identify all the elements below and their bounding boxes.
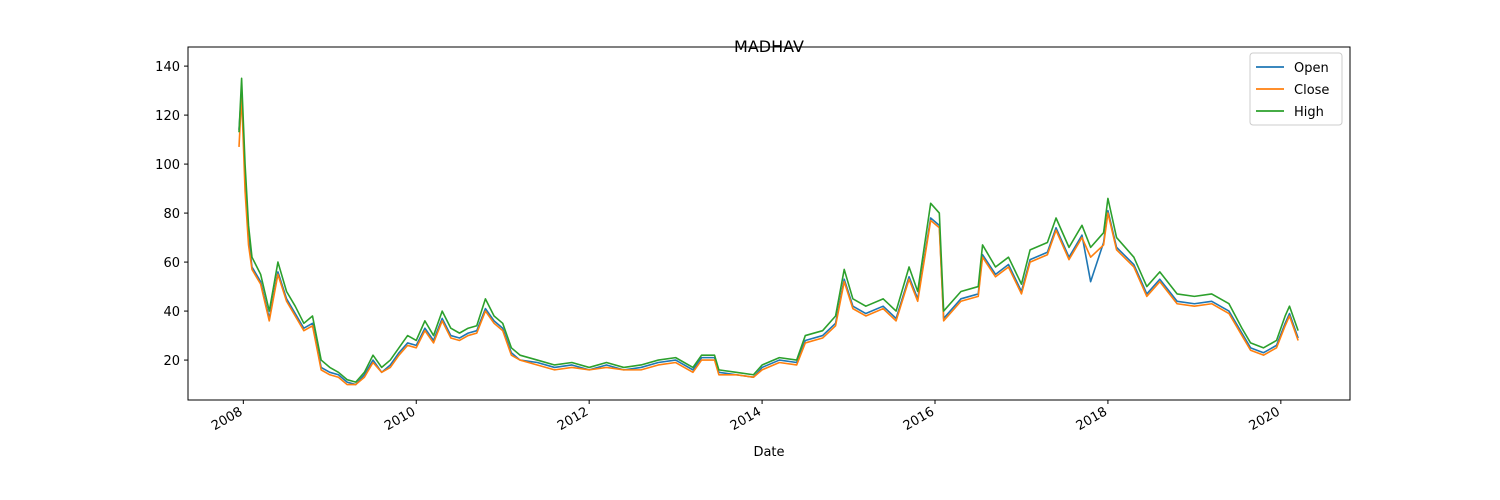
legend: Open Close High	[1249, 52, 1343, 126]
plot-frame	[187, 46, 1351, 401]
x-axis-label: Date	[753, 445, 784, 460]
y-tick-label: 40	[163, 305, 180, 320]
line	[238, 77, 1299, 383]
y-tick-label: 60	[163, 256, 180, 271]
line	[238, 94, 1299, 386]
y-tick-label: 120	[155, 109, 180, 124]
legend-box	[1249, 52, 1343, 126]
legend-label: Close	[1294, 83, 1329, 98]
y-tick-label: 20	[163, 354, 180, 369]
legend-label: High	[1294, 105, 1324, 120]
y-tick-label: 100	[155, 158, 180, 173]
y-tick-label: 140	[155, 60, 180, 75]
y-tick-label: 80	[163, 207, 180, 222]
legend-label: Open	[1294, 61, 1329, 76]
